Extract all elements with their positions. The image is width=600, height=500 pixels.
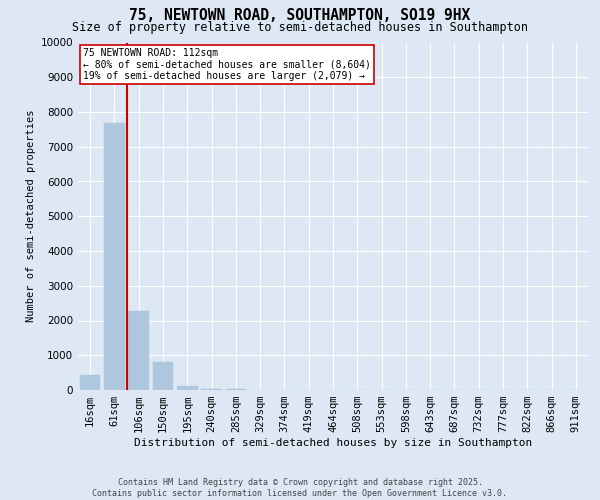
Text: 75, NEWTOWN ROAD, SOUTHAMPTON, SO19 9HX: 75, NEWTOWN ROAD, SOUTHAMPTON, SO19 9HX — [130, 8, 470, 22]
Text: 75 NEWTOWN ROAD: 112sqm
← 80% of semi-detached houses are smaller (8,604)
19% of: 75 NEWTOWN ROAD: 112sqm ← 80% of semi-de… — [83, 48, 371, 81]
Bar — [104, 123, 125, 390]
Bar — [128, 311, 149, 390]
Bar — [80, 375, 100, 390]
X-axis label: Distribution of semi-detached houses by size in Southampton: Distribution of semi-detached houses by … — [134, 438, 532, 448]
Bar — [201, 388, 222, 390]
Text: Contains HM Land Registry data © Crown copyright and database right 2025.
Contai: Contains HM Land Registry data © Crown c… — [92, 478, 508, 498]
Bar — [152, 362, 173, 390]
Bar — [177, 386, 197, 390]
Y-axis label: Number of semi-detached properties: Number of semi-detached properties — [26, 110, 37, 322]
Text: Size of property relative to semi-detached houses in Southampton: Size of property relative to semi-detach… — [72, 21, 528, 34]
